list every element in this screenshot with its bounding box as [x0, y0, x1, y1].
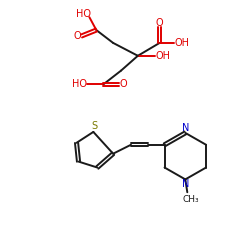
Text: HO: HO — [72, 80, 87, 90]
Text: N: N — [182, 123, 189, 133]
Text: S: S — [91, 121, 98, 131]
Text: OH: OH — [155, 51, 170, 61]
Text: CH₃: CH₃ — [183, 195, 200, 204]
Text: HO: HO — [76, 9, 91, 19]
Text: O: O — [74, 31, 81, 41]
Text: N: N — [182, 179, 189, 189]
Text: O: O — [156, 18, 164, 28]
Text: OH: OH — [175, 38, 190, 48]
Text: O: O — [119, 80, 127, 90]
